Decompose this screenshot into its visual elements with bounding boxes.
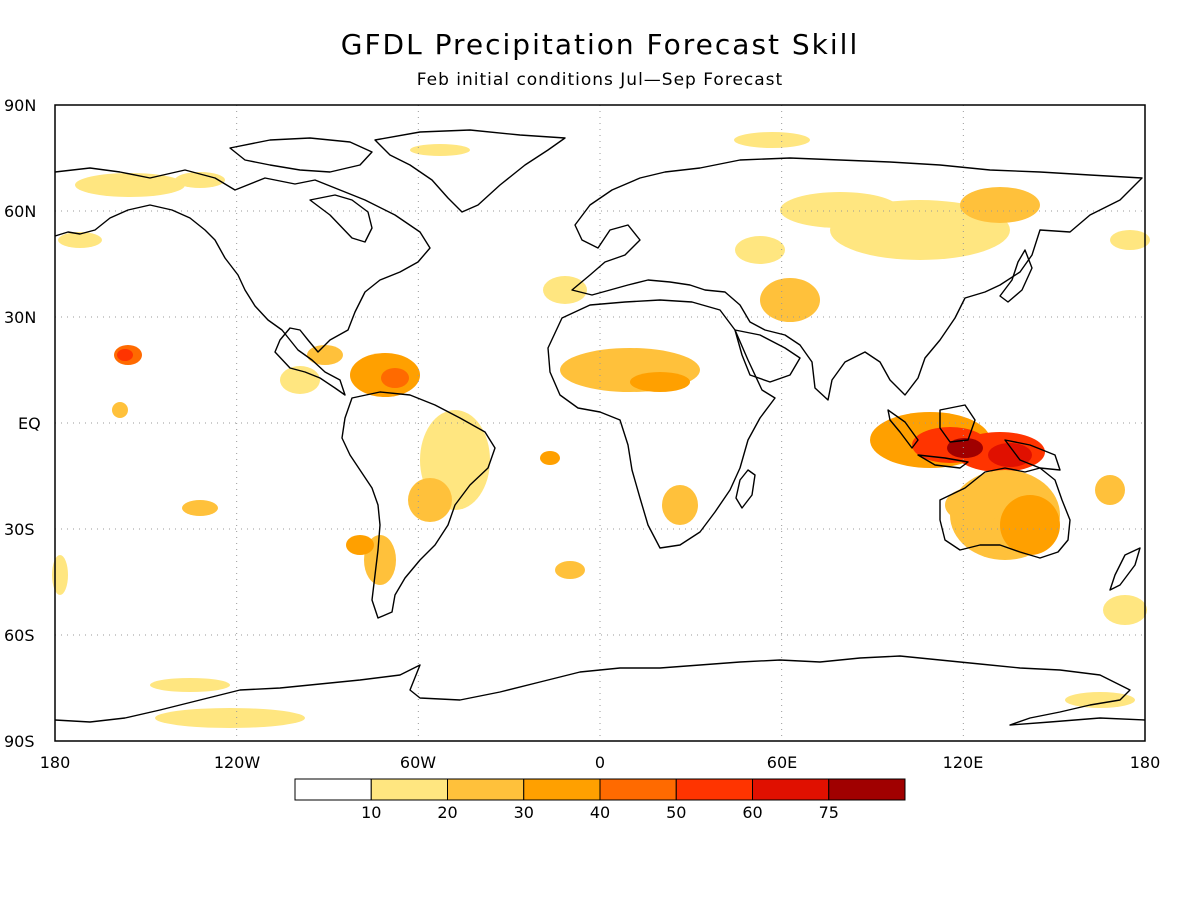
legend-label: 50 — [666, 803, 686, 822]
skill-region — [1103, 595, 1147, 625]
chart-title: GFDL Precipitation Forecast Skill — [340, 28, 860, 61]
lon-label: 60E — [767, 753, 797, 772]
lon-label: 180 — [40, 753, 71, 772]
coastline-eurasia — [571, 157, 1143, 401]
color-legend: 10 20 30 40 50 60 75 — [294, 778, 906, 822]
gridlines — [55, 105, 1145, 741]
legend-swatch — [370, 778, 448, 801]
skill-region — [155, 708, 305, 728]
coastline-greenland — [374, 129, 566, 213]
skill-region — [75, 173, 185, 197]
coastline-africa — [547, 299, 776, 549]
skill-region — [735, 236, 785, 264]
lon-label: 60W — [400, 753, 436, 772]
skill-region — [540, 451, 560, 465]
coastline-arabia — [734, 329, 801, 383]
skill-region — [662, 485, 698, 525]
skill-region — [780, 192, 900, 228]
lat-label: EQ — [18, 414, 41, 433]
skill-region — [960, 187, 1040, 223]
lon-label: 120E — [943, 753, 984, 772]
coastlines — [54, 129, 1146, 726]
skill-region — [760, 278, 820, 322]
skill-region — [630, 372, 690, 392]
coastline-new-zealand — [1109, 547, 1141, 591]
skill-region — [945, 487, 1005, 523]
legend-label: 20 — [437, 803, 457, 822]
lat-label: 60S — [4, 626, 35, 645]
lon-label: 120W — [214, 753, 261, 772]
coastline-antarctica — [54, 655, 1146, 726]
lat-label: 90S — [4, 732, 35, 751]
skill-region — [543, 276, 587, 304]
coastline-new-guinea — [1004, 439, 1061, 471]
coastline-java — [917, 454, 969, 469]
lon-label: 180 — [1130, 753, 1161, 772]
skill-region — [150, 678, 230, 692]
legend-label: 40 — [590, 803, 610, 822]
lat-label: 60N — [4, 202, 36, 221]
skill-region — [1095, 475, 1125, 505]
legend-swatch — [675, 778, 753, 801]
skill-region — [1000, 495, 1060, 555]
map-frame — [54, 104, 1146, 742]
skill-region — [408, 478, 452, 522]
lat-labels: 90N 60N 30N EQ 30S 60S 90S — [4, 96, 41, 751]
skill-region — [112, 402, 128, 418]
skill-region — [1110, 230, 1150, 250]
skill-region — [182, 500, 218, 516]
lat-label: 90N — [4, 96, 36, 115]
coastline-arctic-islands — [229, 137, 373, 173]
coastline-borneo — [939, 404, 976, 443]
legend-swatch — [828, 778, 906, 801]
coastline-madagascar — [735, 469, 756, 509]
lat-label: 30N — [4, 308, 36, 327]
legend-swatch — [599, 778, 677, 801]
coastline-sumatra — [887, 409, 919, 449]
coastline-south-america — [341, 391, 496, 619]
skill-region — [52, 555, 68, 595]
chart-subtitle: Feb initial conditions Jul—Sep Forecast — [416, 70, 784, 90]
lon-labels: 180 120W 60W 0 60E 120E 180 — [40, 753, 1161, 772]
skill-region — [381, 368, 409, 388]
legend-swatch — [752, 778, 830, 801]
skill-region — [1065, 692, 1135, 708]
lon-label: 0 — [595, 753, 605, 772]
skill-region — [117, 349, 133, 361]
skill-region — [947, 438, 983, 458]
skill-region — [307, 345, 343, 365]
coastline-hudson-bay — [309, 194, 373, 243]
skill-region — [280, 366, 320, 394]
legend-swatch — [523, 778, 601, 801]
legend-swatch — [447, 778, 525, 801]
legend-label: 10 — [361, 803, 381, 822]
skill-region — [410, 144, 470, 156]
legend-label: 60 — [742, 803, 762, 822]
skill-region — [734, 132, 810, 148]
coastline-north-america — [54, 167, 431, 396]
skill-region — [58, 232, 102, 248]
coastline-australia — [939, 467, 1071, 559]
legend-swatch — [294, 778, 372, 801]
skill-shading — [52, 132, 1150, 728]
skill-region — [346, 535, 374, 555]
skill-region — [555, 561, 585, 579]
coastline-japan — [999, 249, 1033, 303]
skill-region — [175, 172, 225, 188]
legend-label: 30 — [514, 803, 534, 822]
legend-label: 75 — [819, 803, 839, 822]
lat-label: 30S — [4, 520, 35, 539]
